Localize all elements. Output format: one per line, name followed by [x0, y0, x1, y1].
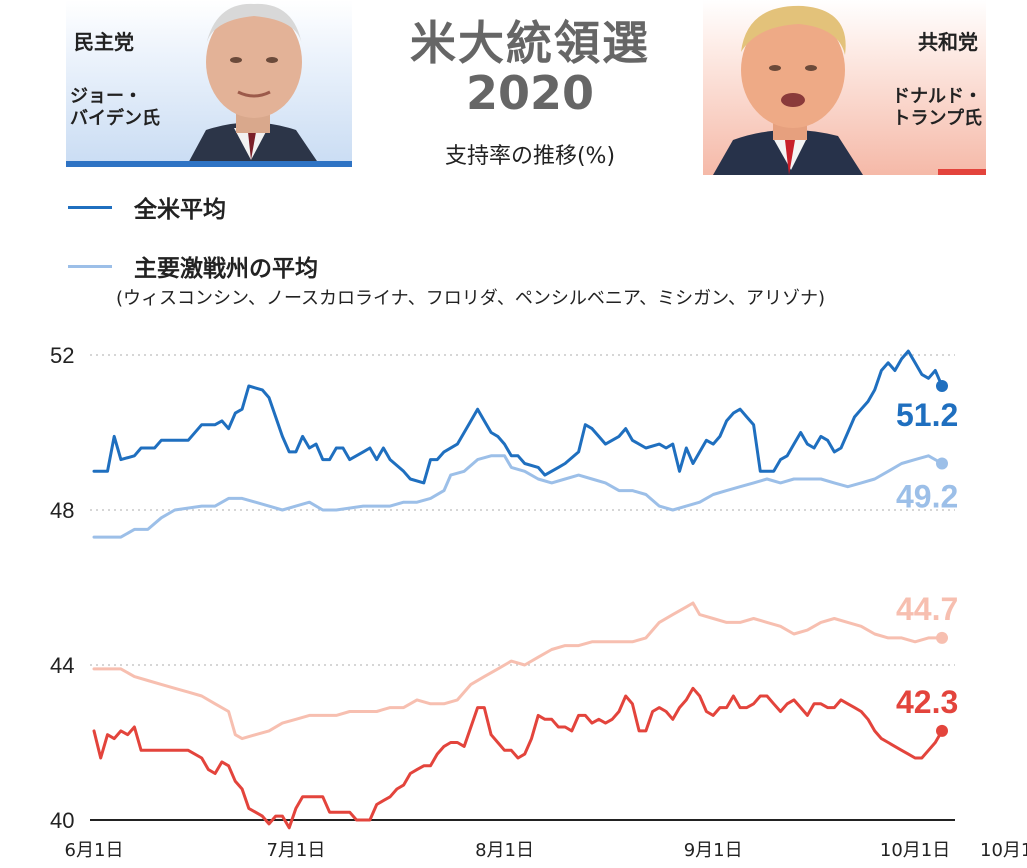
chart-subtitle: 支持率の推移(%)	[444, 144, 616, 169]
series-end-label-0: 51.2	[896, 397, 958, 433]
x-tick-label-3: 9月1日	[684, 840, 743, 861]
series-end-marker-0	[936, 380, 948, 392]
legend-national-label: 全米平均	[134, 197, 226, 223]
y-tick-label-48: 48	[50, 498, 74, 523]
series-line-2	[92, 601, 944, 741]
series-line-3	[92, 686, 944, 830]
chart-title: 米大統領選	[410, 16, 650, 70]
legend-national: 全米平均	[68, 190, 226, 224]
x-tick-label-0: 6月1日	[65, 840, 124, 861]
series-end-marker-1	[936, 457, 948, 470]
x-tick-label-5: 10月16日	[980, 840, 1027, 861]
legend-battleground-label: 主要激戦州の平均	[134, 256, 318, 282]
series-line-0	[92, 349, 944, 485]
democrat-name-line2: バイデン氏	[70, 108, 160, 129]
x-tick-label-4: 10月1日	[880, 840, 950, 861]
y-tick-label-52: 52	[50, 343, 74, 368]
legend-national-swatch	[68, 205, 112, 209]
chart-year: 2020	[465, 66, 595, 120]
trump-photo: 共和党 ドナルド・ トランプ氏	[703, 0, 986, 175]
y-tick-label-44: 44	[50, 653, 74, 678]
republican-name-line2: トランプ氏	[892, 108, 982, 129]
series-end-marker-2	[936, 631, 948, 644]
biden-photo: 民主党 ジョー・ バイデン氏	[66, 0, 352, 167]
legend-battleground: 主要激戦州の平均	[68, 249, 318, 283]
series-end-label-3: 42.3	[896, 684, 958, 720]
biden-silhouette-icon	[186, 3, 321, 167]
series-end-label-1: 49.2	[896, 479, 958, 515]
x-tick-label-2: 8月1日	[475, 840, 534, 861]
democrat-party-label: 民主党	[74, 30, 134, 54]
trump-silhouette-icon	[713, 5, 863, 175]
y-tick-label-40: 40	[50, 808, 74, 833]
republican-party-label: 共和党	[918, 30, 978, 54]
x-tick-label-1: 7月1日	[266, 840, 325, 861]
republican-name-line1: ドナルド・	[892, 86, 982, 107]
legend-battleground-note: (ウィスコンシン、ノースカロライナ、フロリダ、ペンシルベニア、ミシガン、アリゾナ…	[116, 288, 826, 309]
series-end-marker-3	[936, 724, 948, 737]
democrat-color-strip	[66, 161, 352, 167]
legend-battleground-swatch	[68, 264, 112, 268]
republican-color-strip	[938, 169, 986, 175]
democrat-name-line1: ジョー・	[70, 86, 142, 107]
series-line-1	[92, 454, 944, 539]
series-end-label-2: 44.7	[896, 591, 958, 627]
